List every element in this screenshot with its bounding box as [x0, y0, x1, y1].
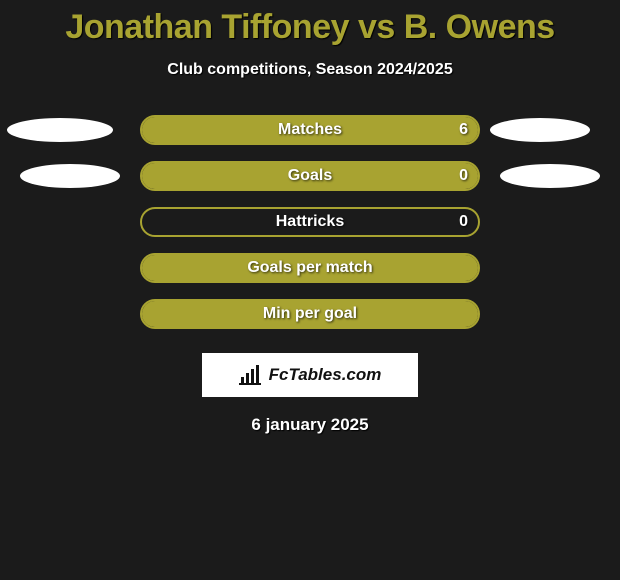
comparison-chart: Matches6Goals0Hattricks0Goals per matchM…: [0, 115, 620, 345]
page-subtitle: Club competitions, Season 2024/2025: [0, 61, 620, 79]
stat-bar: [140, 299, 480, 329]
stat-value-right: 6: [459, 115, 468, 145]
stat-bar: [140, 253, 480, 283]
weight-disc-left: [7, 118, 113, 142]
stat-row: Matches6: [0, 115, 620, 161]
logo-text: FcTables.com: [269, 365, 382, 385]
weight-disc-left: [20, 164, 120, 188]
stat-bar: [140, 115, 480, 145]
stat-row: Hattricks0: [0, 207, 620, 253]
stat-value-right: 0: [459, 161, 468, 191]
weight-disc-right: [490, 118, 590, 142]
stat-row: Min per goal: [0, 299, 620, 345]
logo-box: FcTables.com: [202, 353, 418, 397]
stat-row: Goals per match: [0, 253, 620, 299]
stat-row: Goals0: [0, 161, 620, 207]
date-line: 6 january 2025: [0, 415, 620, 435]
stat-value-right: 0: [459, 207, 468, 237]
barchart-icon: [239, 365, 265, 385]
page-title: Jonathan Tiffoney vs B. Owens: [0, 0, 620, 47]
stat-bar: [140, 207, 480, 237]
weight-disc-right: [500, 164, 600, 188]
stat-bar: [140, 161, 480, 191]
